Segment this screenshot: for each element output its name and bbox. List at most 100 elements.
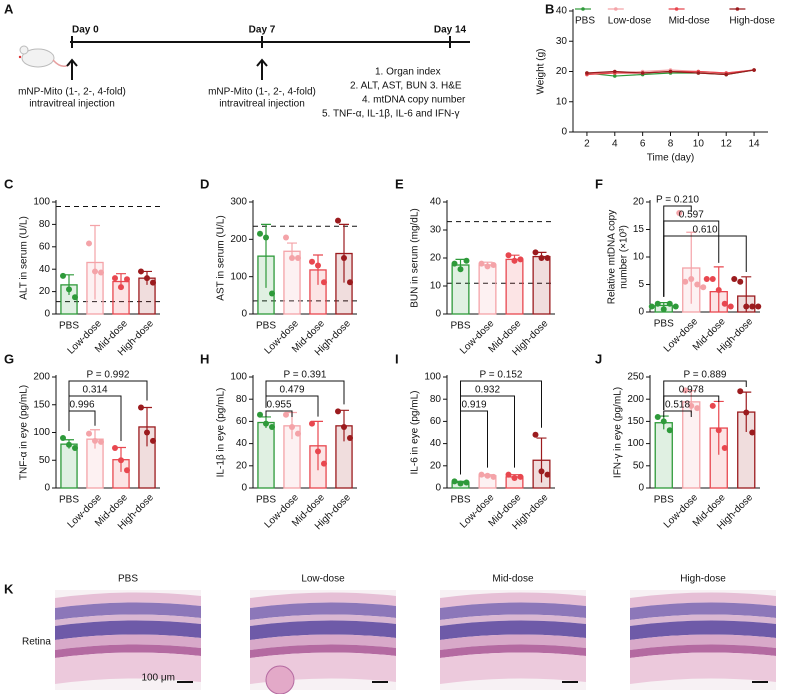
data-point (309, 258, 315, 265)
comparison-bracket (265, 410, 293, 417)
data-point (92, 268, 98, 275)
data-point (660, 306, 667, 313)
y-axis-label: IL-1β in eye (pg/mL) (216, 388, 227, 478)
p-value: 0.610 (692, 225, 717, 236)
injection-text: mNP-Mito (1-, 2-, 4-fold) (208, 87, 316, 98)
x-tick-label: PBS (59, 321, 79, 332)
tissue-layer (250, 602, 396, 620)
y-tick-label: 100 (424, 372, 441, 383)
bar (451, 264, 470, 315)
histology-image (440, 590, 586, 690)
x-tick-label: 4 (612, 139, 618, 150)
data-point (66, 286, 72, 293)
data-point (315, 262, 321, 269)
data-point (457, 266, 464, 273)
y-tick-label: 100 (230, 372, 247, 383)
series-point (612, 74, 617, 78)
data-point (666, 300, 673, 307)
data-point (709, 276, 716, 282)
tissue-layer (630, 644, 776, 658)
data-point (463, 479, 470, 486)
data-point (112, 445, 118, 452)
data-point (463, 257, 470, 264)
data-point (124, 467, 130, 474)
data-point (72, 294, 78, 301)
y-axis-label: Relative mtDNA copy (607, 210, 618, 304)
y-tick-label: 50 (39, 455, 51, 466)
tissue-layer (630, 634, 776, 650)
y-tick-label: 40 (39, 264, 51, 275)
x-tick-label: PBS (450, 321, 470, 332)
data-point (60, 272, 66, 279)
readout: 1. Organ index (375, 67, 441, 78)
data-point (538, 468, 545, 475)
row-label: Retina (22, 637, 51, 648)
data-point (544, 255, 551, 261)
data-point (532, 431, 539, 438)
data-point (517, 473, 524, 480)
p-value: 0.919 (461, 400, 486, 411)
y-tick-label: 0 (44, 309, 50, 320)
tissue-layer (440, 592, 586, 608)
p-value: 0.597 (679, 210, 704, 221)
x-axis-label: Time (day) (647, 153, 694, 164)
series-point (612, 69, 617, 74)
data-point (144, 429, 150, 436)
error-bar (313, 420, 323, 471)
x-tick-label: PBS (654, 319, 674, 330)
column-title: High-dose (680, 574, 726, 585)
data-point (688, 402, 695, 409)
data-point (709, 402, 716, 409)
data-point (315, 448, 321, 455)
y-tick-label: 200 (627, 394, 644, 405)
data-point (715, 427, 722, 434)
data-point (321, 279, 327, 286)
error-bar (90, 224, 100, 300)
injection-arrow (66, 58, 78, 80)
data-point (150, 437, 156, 444)
panel-letter: J (595, 351, 602, 366)
y-axis-label: IL-6 in eye (pg/mL) (410, 391, 421, 475)
data-point (347, 279, 353, 286)
tissue-layer (55, 644, 201, 658)
comparison-bracket (663, 380, 747, 410)
y-axis-label: ALT in serum (U/L) (19, 216, 30, 300)
scale-bar-label: 100 μm (141, 673, 175, 684)
data-point (86, 430, 92, 437)
y-tick-label: 200 (33, 372, 50, 383)
x-tick-label: 8 (668, 139, 674, 150)
y-tick-label: 30 (556, 36, 568, 47)
data-point (511, 257, 518, 264)
x-tick-label: PBS (654, 495, 674, 506)
data-point (124, 276, 130, 283)
data-point (257, 230, 263, 237)
comparison-bracket (460, 410, 488, 475)
data-point (98, 269, 104, 276)
panel-letter: F (595, 176, 603, 191)
tissue-layer (630, 614, 776, 626)
y-tick-label: 20 (556, 66, 568, 77)
error-bar (339, 223, 349, 283)
data-point (517, 256, 524, 263)
tissue-layer (250, 620, 396, 640)
data-point (295, 255, 301, 261)
data-point (737, 278, 744, 285)
x-tick-label: PBS (256, 495, 276, 506)
data-point (138, 404, 144, 411)
x-tick-label: 14 (749, 139, 761, 150)
y-tick-label: 20 (236, 460, 248, 471)
series-point (640, 71, 645, 75)
tissue-layer (440, 602, 586, 620)
tissue-layer (250, 634, 396, 650)
y-tick-label: 150 (33, 399, 50, 410)
data-point (269, 423, 275, 430)
data-point (538, 255, 545, 261)
x-tick-label: 10 (693, 139, 705, 150)
panel-letter: I (395, 351, 399, 366)
y-tick-label: 0 (638, 483, 644, 494)
data-point (511, 475, 518, 482)
y-tick-label: 0 (241, 483, 247, 494)
y-axis-label: BUN in serum (mg/dL) (410, 208, 421, 307)
data-point (737, 388, 744, 395)
